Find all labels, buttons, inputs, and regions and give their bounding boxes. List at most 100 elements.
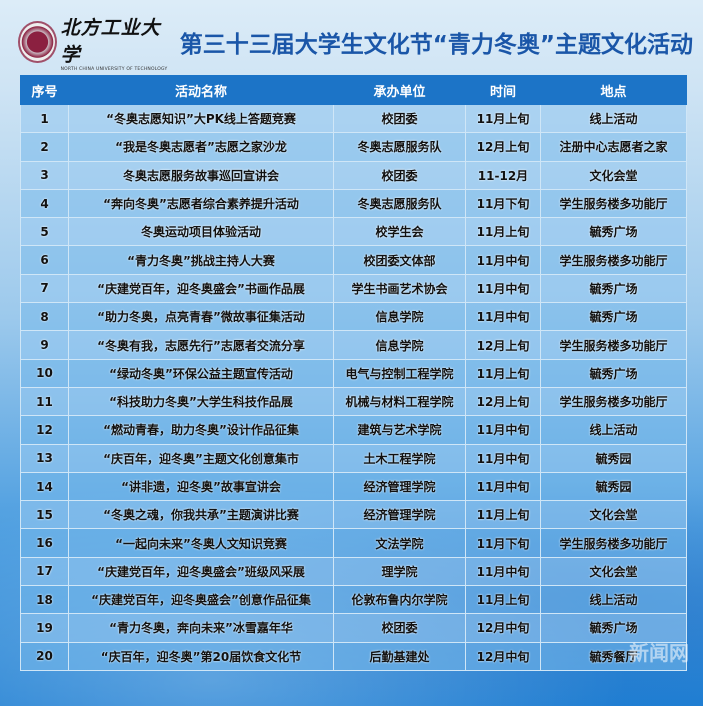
cell-time: 11月中旬 (465, 302, 541, 332)
cell-index: 9 (20, 330, 69, 360)
cell-organizer: 冬奥志愿服务队 (333, 132, 466, 162)
cell-time: 12月上旬 (465, 386, 541, 417)
cell-time: 11月上旬 (465, 585, 541, 615)
cell-time: 11月中旬 (465, 443, 541, 473)
col-header-time: 时间 (465, 75, 541, 105)
cell-time: 11月上旬 (465, 103, 541, 134)
cell-location: 学生服务楼多功能厅 (540, 386, 687, 417)
table-row: 2 “我是冬奥志愿者”志愿之家沙龙 冬奥志愿服务队 12月上旬 注册中心志愿者之家 (20, 132, 687, 162)
col-header-organizer: 承办单位 (333, 75, 466, 105)
table-row: 7 “庆建党百年，迎冬奥盛会”书画作品展 学生书画艺术协会 11月中旬 毓秀广场 (20, 273, 687, 304)
cell-organizer: 建筑与艺术学院 (333, 415, 466, 445)
cell-time: 11月中旬 (465, 471, 541, 502)
table-row: 11 “科技助力冬奥”大学生科技作品展 机械与材料工程学院 12月上旬 学生服务楼多功能… (20, 386, 687, 417)
col-header-index: 序号 (20, 75, 69, 105)
cell-organizer: 文法学院 (333, 528, 466, 558)
cell-activity: “青力冬奥”挑战主持人大赛 (68, 245, 334, 275)
cell-time: 12月中旬 (465, 641, 541, 671)
table-row: 6 “青力冬奥”挑战主持人大赛 校团委文体部 11月中旬 学生服务楼多功能厅 (20, 245, 687, 275)
cell-location: 毓秀广场 (540, 613, 687, 643)
cell-location: 文化会堂 (540, 160, 687, 190)
cell-location: 学生服务楼多功能厅 (540, 245, 687, 275)
page-title: 第三十三届大学生文化节“青力冬奥”主题文化活动 (179, 32, 693, 58)
cell-index: 16 (20, 528, 69, 558)
cell-activity: 冬奥运动项目体验活动 (68, 217, 334, 247)
cell-index: 17 (20, 556, 69, 587)
cell-location: 毓秀园 (540, 443, 687, 473)
cell-location: 文化会堂 (540, 500, 687, 530)
cell-organizer: 冬奥志愿服务队 (333, 188, 466, 219)
cell-location: 线上活动 (540, 103, 687, 134)
cell-index: 1 (20, 103, 69, 134)
cell-organizer: 经济管理学院 (333, 500, 466, 530)
cell-location: 毓秀广场 (540, 217, 687, 247)
cell-time: 11月上旬 (465, 217, 541, 247)
table-row: 19 “青力冬奥，奔向未来”冰雪嘉年华 校团委 12月中旬 毓秀广场 (20, 613, 687, 643)
cell-index: 12 (20, 415, 69, 445)
cell-activity: “讲非遗，迎冬奥”故事宣讲会 (68, 471, 334, 502)
cell-organizer: 校团委文体部 (333, 245, 466, 275)
table-row: 13 “庆百年，迎冬奥”主题文化创意集市 土木工程学院 11月中旬 毓秀园 (20, 443, 687, 473)
cell-index: 14 (20, 471, 69, 502)
cell-location: 线上活动 (540, 415, 687, 445)
cell-index: 20 (20, 641, 69, 671)
university-logo-icon (18, 21, 57, 63)
table-row: 9 “冬奥有我，志愿先行”志愿者交流分享 信息学院 12月上旬 学生服务楼多功能厅 (20, 330, 687, 360)
cell-activity: “绿动冬奥”环保公益主题宣传活动 (68, 358, 334, 388)
cell-location: 注册中心志愿者之家 (540, 132, 687, 162)
cell-activity: “燃动青春，助力冬奥”设计作品征集 (68, 415, 334, 445)
cell-index: 19 (20, 613, 69, 643)
cell-index: 2 (20, 132, 69, 162)
cell-organizer: 校团委 (333, 613, 466, 643)
cell-activity: “庆百年，迎冬奥”第20届饮食文化节 (68, 641, 334, 671)
table-row: 15 “冬奥之魂，你我共承”主题演讲比赛 经济管理学院 11月上旬 文化会堂 (20, 500, 687, 530)
cell-activity: “青力冬奥，奔向未来”冰雪嘉年华 (68, 613, 334, 643)
table-row: 20 “庆百年，迎冬奥”第20届饮食文化节 后勤基建处 12月中旬 毓秀餐厅 (20, 641, 687, 671)
cell-time: 11月中旬 (465, 415, 541, 445)
cell-time: 11月中旬 (465, 273, 541, 304)
table-row: 3 冬奥志愿服务故事巡回宣讲会 校团委 11-12月 文化会堂 (20, 160, 687, 190)
col-header-activity: 活动名称 (68, 75, 334, 105)
cell-activity: “庆建党百年，迎冬奥盛会”书画作品展 (68, 273, 334, 304)
cell-index: 3 (20, 160, 69, 190)
cell-index: 11 (20, 386, 69, 417)
cell-time: 11月中旬 (465, 556, 541, 587)
activity-table: 序号 活动名称 承办单位 时间 地点 1 “冬奥志愿知识”大PK线上答题竞赛 校团委… (20, 75, 687, 671)
cell-activity: 冬奥志愿服务故事巡回宣讲会 (68, 160, 334, 190)
cell-location: 学生服务楼多功能厅 (540, 528, 687, 558)
table-row: 5 冬奥运动项目体验活动 校学生会 11月上旬 毓秀广场 (20, 217, 687, 247)
cell-organizer: 校团委 (333, 160, 466, 190)
cell-activity: “冬奥志愿知识”大PK线上答题竞赛 (68, 103, 334, 134)
cell-index: 10 (20, 358, 69, 388)
cell-activity: “庆建党百年，迎冬奥盛会”创意作品征集 (68, 585, 334, 615)
cell-location: 文化会堂 (540, 556, 687, 587)
university-name-cn: 北方工业大学 (60, 16, 161, 66)
col-header-location: 地点 (540, 75, 687, 105)
cell-organizer: 后勤基建处 (333, 641, 466, 671)
cell-time: 12月中旬 (465, 613, 541, 643)
table-row: 1 “冬奥志愿知识”大PK线上答题竞赛 校团委 11月上旬 线上活动 (20, 103, 687, 134)
table-row: 18 “庆建党百年，迎冬奥盛会”创意作品征集 伦敦布鲁内尔学院 11月上旬 线上活动 (20, 585, 687, 615)
table-header-row: 序号 活动名称 承办单位 时间 地点 (20, 75, 687, 105)
cell-time: 11月中旬 (465, 245, 541, 275)
university-name-en: NORTH CHINA UNIVERSITY OF TECHNOLOGY (60, 66, 168, 72)
cell-activity: “庆建党百年，迎冬奥盛会”班级风采展 (68, 556, 334, 587)
cell-location: 毓秀餐厅 (540, 641, 687, 671)
cell-time: 11-12月 (465, 160, 541, 190)
cell-organizer: 校学生会 (333, 217, 466, 247)
table-row: 12 “燃动青春，助力冬奥”设计作品征集 建筑与艺术学院 11月中旬 线上活动 (20, 415, 687, 445)
cell-activity: “助力冬奥，点亮青春”微故事征集活动 (68, 302, 334, 332)
cell-time: 11月下旬 (465, 528, 541, 558)
cell-index: 5 (20, 217, 69, 247)
table-row: 8 “助力冬奥，点亮青春”微故事征集活动 信息学院 11月中旬 毓秀广场 (20, 302, 687, 332)
cell-location: 学生服务楼多功能厅 (540, 330, 687, 360)
cell-time: 11月上旬 (465, 358, 541, 388)
cell-index: 15 (20, 500, 69, 530)
cell-time: 12月上旬 (465, 132, 541, 162)
cell-organizer: 经济管理学院 (333, 471, 466, 502)
cell-index: 8 (20, 302, 69, 332)
cell-activity: “科技助力冬奥”大学生科技作品展 (68, 386, 334, 417)
cell-organizer: 理学院 (333, 556, 466, 587)
cell-time: 11月上旬 (465, 500, 541, 530)
cell-activity: “奔向冬奥”志愿者综合素养提升活动 (68, 188, 334, 219)
